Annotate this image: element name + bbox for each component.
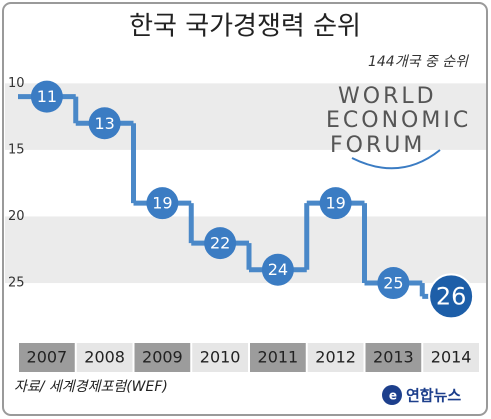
- data-label: 25: [383, 274, 403, 293]
- year-cell: [192, 343, 248, 372]
- logo-line: WORLD: [338, 84, 437, 109]
- logo-swoosh: [351, 149, 441, 170]
- x-tick-label: 2014: [431, 348, 472, 367]
- year-cell: [307, 343, 364, 372]
- year-cell: [250, 343, 306, 372]
- data-label: 19: [152, 194, 172, 213]
- subtitle: 144개국 중 순위: [368, 54, 469, 70]
- marker: [261, 253, 294, 286]
- year-cell: [134, 343, 191, 372]
- marker: [146, 187, 179, 220]
- data-label: 19: [325, 194, 345, 213]
- y-tick-label: 20: [8, 209, 25, 224]
- year-cell: [76, 343, 133, 372]
- x-tick-label: 2011: [258, 348, 299, 367]
- band: [5, 216, 486, 284]
- y-tick-label: 25: [8, 276, 25, 291]
- credit-icon-mark: e: [389, 389, 397, 403]
- marker: [30, 80, 63, 113]
- band: [5, 83, 486, 150]
- data-label: 24: [268, 260, 288, 279]
- marker: [88, 107, 121, 140]
- credit: 연합뉴스: [406, 387, 461, 405]
- x-tick-label: 2007: [27, 348, 68, 367]
- year-cell: [365, 343, 422, 372]
- x-tick-label: 2010: [200, 348, 241, 367]
- data-label: 13: [94, 114, 114, 133]
- data-label: 26: [436, 282, 467, 310]
- marker: [428, 273, 475, 320]
- data-label: 22: [210, 234, 230, 253]
- x-tick-label: 2012: [315, 348, 356, 367]
- y-tick-label: 10: [8, 76, 25, 91]
- x-tick-label: 2009: [142, 348, 183, 367]
- x-tick-label: 2008: [84, 348, 125, 367]
- marker: [377, 267, 410, 300]
- year-cell: [19, 343, 75, 372]
- marker: [319, 187, 352, 220]
- chart-title: 한국 국가경쟁력 순위: [129, 12, 361, 42]
- logo-line: ECONOMIC: [326, 108, 471, 133]
- x-tick-label: 2013: [373, 348, 414, 367]
- y-tick-label: 15: [8, 142, 25, 157]
- credit-icon: [382, 385, 402, 405]
- logo-line: FORUM: [330, 133, 425, 158]
- data-label: 11: [37, 87, 57, 106]
- year-cell: [423, 343, 479, 372]
- source: 자료/ 세계경제포럼(WEF): [14, 379, 168, 395]
- marker: [204, 227, 237, 260]
